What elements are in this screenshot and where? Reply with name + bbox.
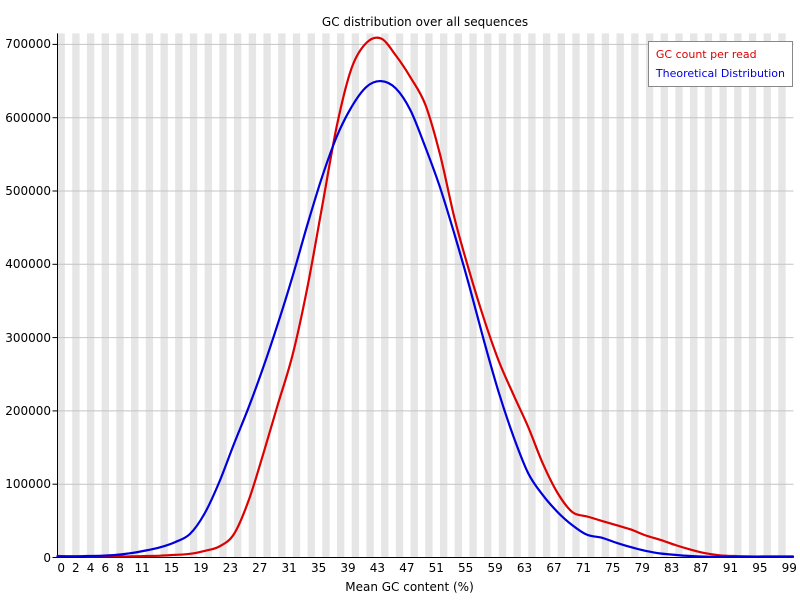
chart-title: GC distribution over all sequences (321, 15, 529, 29)
x-axis-tick-label: 71 (575, 561, 592, 575)
series-line-gc-count-per-read (56, 36, 795, 558)
background-stripe (292, 33, 301, 558)
background-stripe (763, 33, 771, 558)
background-stripe (498, 33, 507, 558)
background-stripe (219, 33, 227, 558)
x-axis-tick-label: 47 (399, 561, 415, 575)
y-axis-tick-label: 400000 (5, 257, 51, 272)
background-stripe (675, 33, 683, 558)
legend-item-gc-count-per-read: GC count per read (655, 48, 757, 61)
background-stripe (234, 33, 242, 558)
background-stripe (72, 33, 80, 558)
x-axis-tick-label: 8 (116, 561, 124, 575)
background-stripe (381, 33, 389, 558)
background-stripe (248, 33, 257, 558)
x-axis-tick-label: 6 (101, 561, 110, 575)
x-axis-title: Mean GC content (%) (345, 580, 474, 594)
background-stripe (131, 33, 139, 558)
x-axis-tick-label: 15 (163, 561, 180, 575)
x-axis-tick-label: 75 (605, 561, 621, 575)
x-axis-tick-label: 35 (310, 561, 327, 575)
background-stripe (572, 33, 580, 558)
background-stripe (57, 33, 65, 558)
background-stripe (336, 33, 345, 558)
background-stripe (366, 33, 374, 558)
background-stripe (719, 33, 727, 558)
background-stripe (116, 33, 124, 558)
x-axis-tick-label: 0 (57, 561, 65, 575)
background-stripe (86, 33, 95, 558)
background-stripe (469, 33, 477, 558)
x-axis-tick-label: 19 (193, 561, 209, 575)
background-stripe (160, 33, 168, 558)
y-axis-tick-label: 600000 (5, 110, 51, 125)
background-stripe (734, 33, 742, 558)
x-axis-tick-label: 55 (458, 561, 474, 575)
background-stripe (101, 33, 109, 558)
x-axis-tick-label: 31 (281, 561, 297, 575)
x-axis-tick-label: 27 (252, 561, 268, 575)
x-axis-tick-label: 99 (781, 561, 797, 575)
x-axis-tick-label: 4 (86, 561, 95, 575)
background-stripe (601, 33, 610, 558)
x-axis-tick-label: 2 (72, 561, 80, 575)
x-axis-tick-label: 67 (546, 561, 562, 575)
background-stripe (660, 33, 668, 558)
background-stripe (484, 33, 492, 558)
background-stripe (351, 33, 360, 558)
y-axis-tick-label: 200000 (5, 403, 51, 418)
background-stripe (587, 33, 595, 558)
background-stripe (425, 33, 433, 558)
x-axis-tick-label: 79 (634, 561, 650, 575)
background-stripe (557, 33, 565, 558)
background-stripe (439, 33, 448, 558)
series-line-theoretical-distribution (56, 79, 795, 559)
x-axis-tick-label: 87 (693, 561, 709, 575)
background-stripe (307, 33, 315, 558)
background-stripe (410, 33, 418, 558)
x-axis-tick-label: 23 (222, 561, 238, 575)
background-stripe (395, 33, 404, 558)
x-axis-tick-label: 51 (428, 561, 444, 575)
background-stripe (616, 33, 624, 558)
x-axis-tick-label: 43 (369, 561, 386, 575)
y-axis-tick-label: 700000 (5, 37, 51, 52)
x-axis-tick-label: 59 (487, 561, 503, 575)
background-stripe (778, 33, 786, 558)
background-stripe (645, 33, 654, 558)
background-stripe (513, 33, 521, 558)
x-axis-tick-label: 91 (722, 561, 739, 575)
background-stripe (704, 33, 713, 558)
background-stripe (454, 33, 463, 558)
y-axis-tick-label: 0 (43, 550, 51, 565)
background-stripe (189, 33, 198, 558)
y-axis-tick-label: 100000 (5, 477, 51, 492)
background-stripe (263, 33, 271, 558)
y-axis-tick-label: 500000 (5, 184, 51, 198)
background-stripe (175, 33, 183, 558)
background-stripe (631, 33, 639, 558)
x-axis-tick-label: 95 (752, 561, 768, 575)
background-stripe (690, 33, 698, 558)
y-axis-tick-label: 300000 (5, 330, 51, 345)
background-stripe (748, 33, 757, 558)
legend: GC count per read Theoretical Distributi… (647, 41, 793, 87)
background-stripe (204, 33, 212, 558)
x-axis-tick-label: 11 (134, 561, 150, 575)
background-stripe (542, 33, 551, 558)
background-stripe (145, 33, 154, 558)
x-axis-tick-label: 39 (340, 561, 356, 575)
background-stripe (528, 33, 536, 558)
x-axis-tick-label: 63 (516, 561, 533, 575)
x-axis-tick-label: 83 (664, 561, 680, 575)
legend-item-theoretical-distribution: Theoretical Distribution (655, 67, 785, 80)
background-stripe (322, 33, 330, 558)
background-stripe (278, 33, 286, 558)
